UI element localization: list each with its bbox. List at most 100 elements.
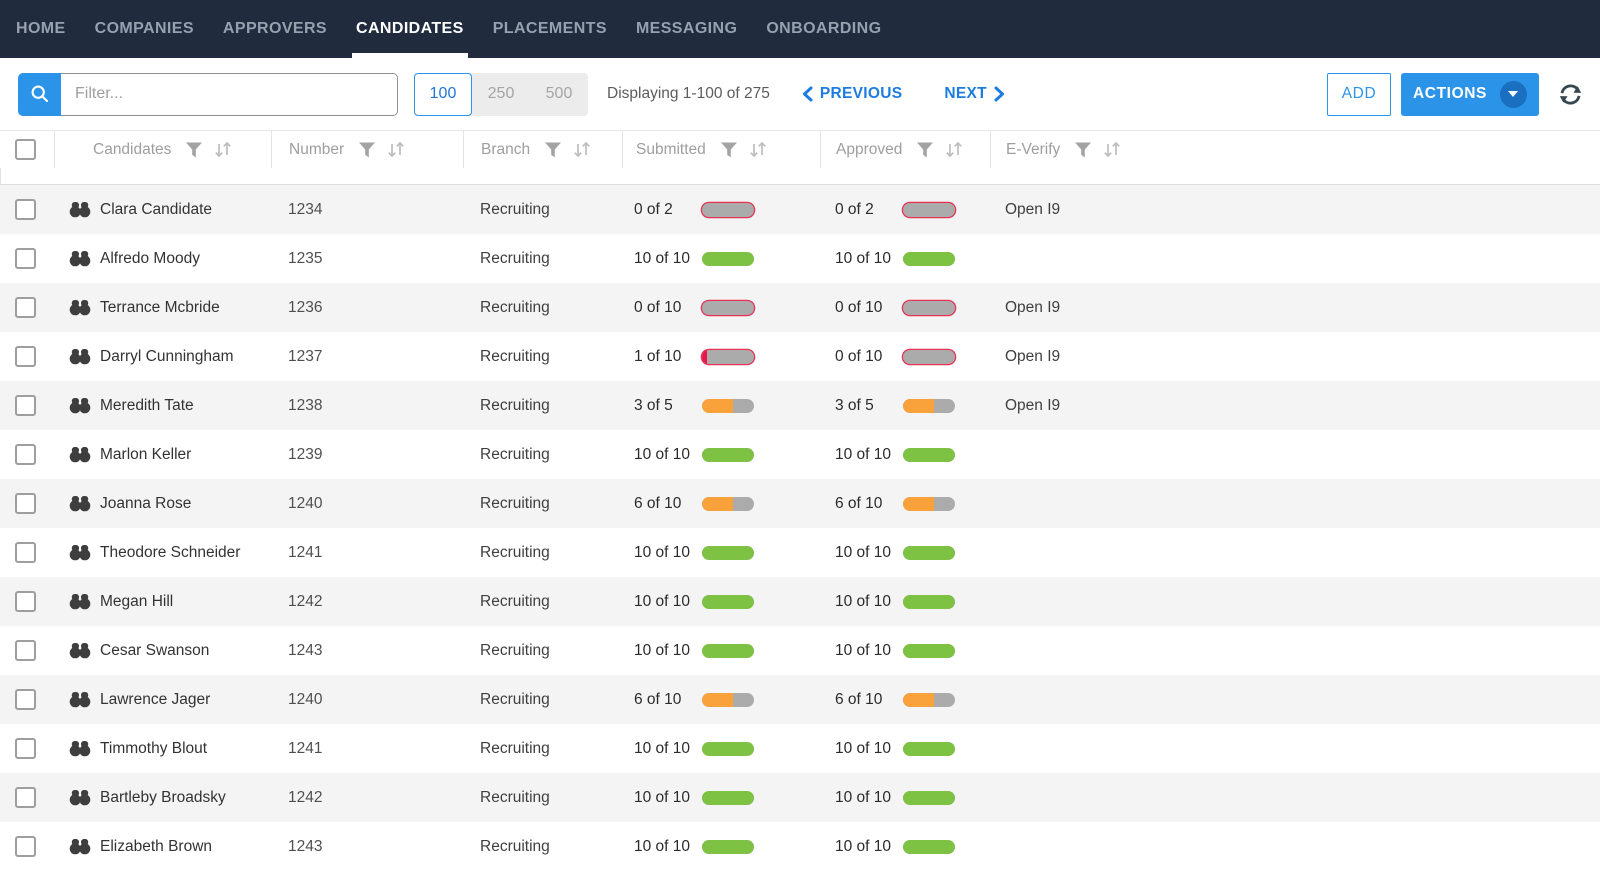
- add-button[interactable]: ADD: [1327, 72, 1391, 116]
- next-button[interactable]: NEXT: [938, 85, 1006, 103]
- nav-item-placements[interactable]: PLACEMENTS: [492, 20, 607, 37]
- submitted-progressbar: [702, 741, 754, 756]
- approved-count: 6 of 10: [835, 494, 883, 512]
- sort-up-down-icon[interactable]: [571, 140, 593, 159]
- table-row[interactable]: Theodore Schneider 1241 Recruiting 10 of…: [0, 528, 1600, 577]
- select-all-checkbox[interactable]: [15, 139, 36, 160]
- sort-up-down-icon[interactable]: [1101, 140, 1123, 159]
- approved-count: 0 of 10: [835, 298, 883, 316]
- column-header-number: Number: [289, 140, 345, 158]
- candidate-name: Bartleby Broadsky: [100, 788, 226, 806]
- nav-item-home[interactable]: HOME: [16, 20, 66, 37]
- table-row[interactable]: Alfredo Moody 1235 Recruiting 10 of 10 1…: [0, 234, 1600, 283]
- everify-status: [990, 626, 1600, 675]
- filter-funnel-icon[interactable]: [185, 142, 203, 158]
- approved-count: 10 of 10: [835, 445, 892, 463]
- table-row[interactable]: Joanna Rose 1240 Recruiting 6 of 10 6 of…: [0, 479, 1600, 528]
- sort-up-down-icon[interactable]: [747, 140, 769, 159]
- previous-label: PREVIOUS: [819, 85, 903, 102]
- branch-value: Recruiting: [480, 592, 550, 610]
- table-row[interactable]: Cesar Swanson 1243 Recruiting 10 of 10 1…: [0, 626, 1600, 675]
- nav-item-companies[interactable]: COMPANIES: [94, 20, 194, 37]
- table-row[interactable]: Lawrence Jager 1240 Recruiting 6 of 10 6…: [0, 675, 1600, 724]
- row-checkbox[interactable]: [15, 444, 36, 465]
- page-size-500[interactable]: 500: [545, 85, 573, 102]
- approved-count: 10 of 10: [835, 641, 892, 659]
- row-checkbox[interactable]: [15, 738, 36, 759]
- nav-item-messaging[interactable]: MESSAGING: [635, 20, 738, 37]
- approved-count: 10 of 10: [835, 592, 892, 610]
- table-row[interactable]: Megan Hill 1242 Recruiting 10 of 10 10 o…: [0, 577, 1600, 626]
- everify-status: [990, 528, 1600, 577]
- row-checkbox[interactable]: [15, 395, 36, 416]
- everify-status: [990, 479, 1600, 528]
- column-header-everify: E-Verify: [1006, 140, 1061, 158]
- submitted-count: 6 of 10: [634, 494, 682, 512]
- row-checkbox[interactable]: [15, 346, 36, 367]
- nav-item-onboarding[interactable]: ONBOARDING: [766, 20, 882, 37]
- table-header: Candidates Number Branch: [0, 130, 1600, 185]
- row-checkbox[interactable]: [15, 787, 36, 808]
- approved-count: 0 of 2: [835, 200, 874, 218]
- row-checkbox[interactable]: [15, 591, 36, 612]
- row-checkbox[interactable]: [15, 493, 36, 514]
- column-header-branch: Branch: [481, 140, 531, 158]
- approved-count: 6 of 10: [835, 690, 883, 708]
- binoculars-icon: [69, 250, 91, 267]
- filter-funnel-icon[interactable]: [916, 142, 934, 158]
- filter-funnel-icon[interactable]: [720, 142, 738, 158]
- approved-progressbar: [903, 692, 955, 707]
- submitted-progressbar: [702, 496, 754, 511]
- row-checkbox[interactable]: [15, 199, 36, 220]
- page-size-100[interactable]: 100: [414, 72, 472, 116]
- table-row[interactable]: Clara Candidate 1234 Recruiting 0 of 2 0…: [0, 185, 1600, 234]
- actions-button[interactable]: ACTIONS: [1401, 72, 1539, 116]
- filter-input[interactable]: [61, 72, 398, 116]
- table-row[interactable]: Darryl Cunningham 1237 Recruiting 1 of 1…: [0, 332, 1600, 381]
- submitted-progressbar: [702, 202, 754, 217]
- binoculars-icon: [69, 348, 91, 365]
- actions-menu-toggle[interactable]: [1499, 80, 1527, 108]
- sort-up-down-icon[interactable]: [943, 140, 965, 159]
- row-checkbox[interactable]: [15, 542, 36, 563]
- nav-item-approvers[interactable]: APPROVERS: [222, 20, 327, 37]
- everify-status: Open I9: [1005, 396, 1061, 414]
- previous-button[interactable]: PREVIOUS: [801, 85, 909, 103]
- top-nav: HOME COMPANIES APPROVERS CANDIDATES PLAC…: [0, 0, 1600, 58]
- table-row[interactable]: Marlon Keller 1239 Recruiting 10 of 10 1…: [0, 430, 1600, 479]
- submitted-progressbar: [702, 643, 754, 658]
- everify-status: Open I9: [1005, 347, 1061, 365]
- binoculars-icon: [69, 593, 91, 610]
- candidate-number: 1243: [288, 837, 323, 855]
- filter-funnel-icon[interactable]: [358, 142, 376, 158]
- table-row[interactable]: Bartleby Broadsky 1242 Recruiting 10 of …: [0, 773, 1600, 822]
- submitted-count: 10 of 10: [634, 739, 691, 757]
- approved-progressbar: [903, 790, 955, 805]
- table-row[interactable]: Meredith Tate 1238 Recruiting 3 of 5 3 o…: [0, 381, 1600, 430]
- row-checkbox[interactable]: [15, 836, 36, 857]
- filter-funnel-icon[interactable]: [1074, 142, 1092, 158]
- table-row[interactable]: Elizabeth Brown 1243 Recruiting 10 of 10…: [0, 822, 1600, 871]
- row-checkbox[interactable]: [15, 689, 36, 710]
- table-row[interactable]: Terrance Mcbride 1236 Recruiting 0 of 10…: [0, 283, 1600, 332]
- binoculars-icon: [69, 495, 91, 512]
- search-button[interactable]: [18, 72, 61, 116]
- row-checkbox[interactable]: [15, 640, 36, 661]
- sort-up-down-icon[interactable]: [212, 140, 234, 159]
- branch-value: Recruiting: [480, 298, 550, 316]
- binoculars-icon: [69, 201, 91, 218]
- row-checkbox[interactable]: [15, 248, 36, 269]
- nav-item-candidates[interactable]: CANDIDATES: [352, 0, 468, 58]
- candidate-name: Lawrence Jager: [100, 690, 211, 708]
- column-header-candidates: Candidates: [93, 140, 172, 158]
- filter-funnel-icon[interactable]: [544, 142, 562, 158]
- approved-progressbar: [903, 643, 955, 658]
- row-checkbox[interactable]: [15, 297, 36, 318]
- table-row[interactable]: Timmothy Blout 1241 Recruiting 10 of 10 …: [0, 724, 1600, 773]
- everify-status: [990, 675, 1600, 724]
- toolbar-actions-group: ADD ACTIONS: [1327, 72, 1584, 116]
- submitted-progressbar: [702, 594, 754, 609]
- page-size-250[interactable]: 250: [487, 85, 515, 102]
- refresh-button[interactable]: [1557, 81, 1584, 108]
- sort-up-down-icon[interactable]: [385, 140, 407, 159]
